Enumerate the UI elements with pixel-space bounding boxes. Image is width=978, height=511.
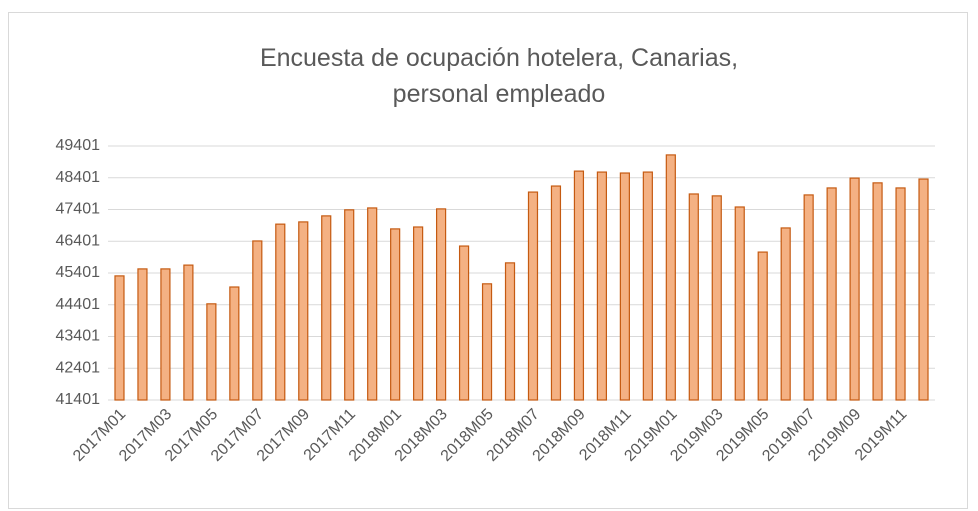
y-tick-label: 41401	[56, 391, 101, 408]
bar	[160, 268, 171, 401]
bar	[642, 171, 653, 401]
chart-title: Encuesta de ocupación hotelera, Canarias…	[259, 44, 739, 108]
bar	[504, 262, 516, 401]
bar	[114, 275, 125, 401]
bar	[803, 194, 814, 401]
bar	[344, 209, 355, 401]
bar	[780, 227, 791, 401]
bar	[872, 182, 883, 401]
bar	[481, 283, 493, 401]
bar	[619, 172, 630, 401]
bar	[918, 178, 929, 401]
bar	[367, 207, 378, 401]
y-tick-label: 43401	[56, 328, 101, 345]
bar	[849, 177, 860, 401]
bar	[895, 187, 906, 401]
bar	[757, 251, 768, 401]
y-tick-label: 44401	[56, 296, 101, 313]
bar	[711, 195, 722, 401]
bar	[826, 187, 837, 401]
y-tick-label: 45401	[56, 264, 101, 281]
bar	[527, 191, 539, 401]
bar	[137, 268, 148, 401]
bar	[183, 264, 194, 401]
bar	[206, 303, 217, 401]
bar	[435, 208, 447, 401]
y-tick-label: 42401	[56, 359, 101, 376]
bar	[688, 193, 699, 401]
bar	[321, 215, 332, 401]
y-tick-label: 49401	[56, 137, 101, 154]
bar	[550, 185, 562, 401]
y-tick-label: 47401	[56, 201, 101, 218]
bar	[298, 221, 309, 401]
bar	[229, 286, 240, 401]
y-tick-label: 48401	[56, 169, 101, 186]
bar	[252, 240, 263, 401]
bar	[573, 170, 585, 401]
bar	[734, 206, 745, 401]
bar	[458, 245, 470, 401]
bar	[275, 223, 286, 401]
bar	[413, 226, 424, 401]
bar	[665, 154, 676, 401]
chart-frame	[8, 12, 968, 509]
bar	[596, 171, 608, 401]
y-tick-label: 46401	[56, 232, 101, 249]
bar	[390, 228, 401, 401]
